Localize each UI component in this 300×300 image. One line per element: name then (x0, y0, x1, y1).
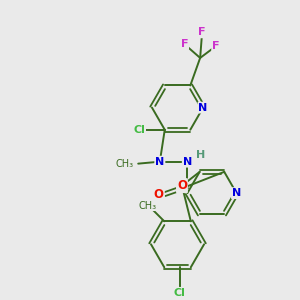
Text: N: N (155, 157, 164, 167)
Text: N: N (232, 188, 241, 198)
Text: CH₃: CH₃ (139, 201, 157, 211)
Text: N: N (183, 157, 192, 167)
Text: Cl: Cl (174, 288, 185, 298)
Text: F: F (181, 39, 188, 49)
Text: O: O (177, 179, 187, 192)
Text: O: O (154, 188, 164, 201)
Text: N: N (199, 103, 208, 112)
Text: F: F (212, 41, 220, 51)
Text: H: H (196, 150, 205, 160)
Text: F: F (198, 27, 206, 37)
Text: Cl: Cl (133, 125, 145, 135)
Text: CH₃: CH₃ (115, 159, 133, 169)
